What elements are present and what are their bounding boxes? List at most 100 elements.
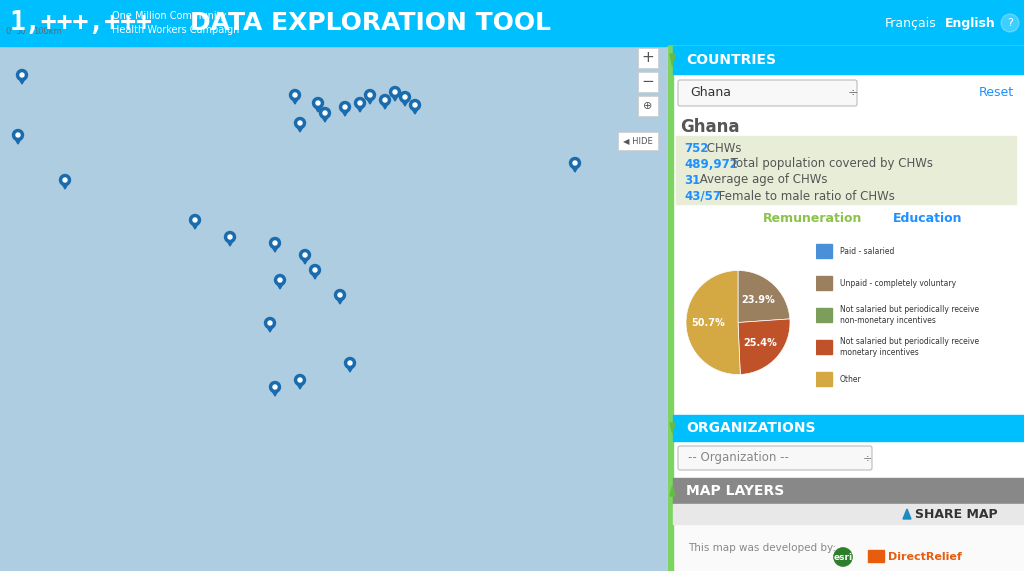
- Polygon shape: [346, 366, 353, 372]
- Text: DATA EXPLORATION TOOL: DATA EXPLORATION TOOL: [189, 11, 551, 35]
- Polygon shape: [401, 100, 409, 106]
- Circle shape: [316, 101, 319, 105]
- Text: +: +: [642, 50, 654, 66]
- Circle shape: [295, 118, 305, 128]
- Circle shape: [228, 235, 232, 239]
- Text: 25.4%: 25.4%: [743, 337, 777, 348]
- Circle shape: [299, 250, 310, 260]
- Circle shape: [295, 375, 305, 385]
- Text: ORGANIZATIONS: ORGANIZATIONS: [686, 421, 815, 435]
- Circle shape: [569, 158, 581, 168]
- Bar: [673, 504, 1024, 524]
- Text: CHWs: CHWs: [702, 142, 741, 155]
- Circle shape: [224, 231, 236, 243]
- Circle shape: [290, 90, 300, 100]
- Circle shape: [16, 133, 20, 137]
- Text: Ghana: Ghana: [680, 118, 739, 136]
- FancyBboxPatch shape: [678, 446, 872, 470]
- Circle shape: [413, 103, 417, 107]
- Text: 50.7%: 50.7%: [691, 318, 725, 328]
- Circle shape: [312, 98, 324, 108]
- Circle shape: [1001, 14, 1019, 32]
- Text: COUNTRIES: COUNTRIES: [686, 53, 776, 67]
- Bar: [868, 550, 884, 562]
- Polygon shape: [382, 103, 388, 109]
- Polygon shape: [61, 183, 69, 189]
- Text: DirectRelief: DirectRelief: [888, 552, 962, 562]
- Polygon shape: [276, 283, 284, 289]
- Text: This map was developed by:: This map was developed by:: [688, 543, 836, 553]
- Wedge shape: [738, 271, 790, 323]
- Polygon shape: [191, 223, 199, 229]
- Polygon shape: [571, 166, 579, 172]
- Circle shape: [368, 93, 372, 97]
- Circle shape: [383, 98, 387, 102]
- Bar: [668, 46, 673, 571]
- Text: 0: 0: [5, 27, 10, 36]
- Bar: [638, 48, 658, 68]
- Text: SHARE MAP: SHARE MAP: [915, 508, 997, 521]
- Bar: [816, 372, 833, 386]
- Circle shape: [269, 381, 281, 392]
- Polygon shape: [14, 138, 22, 144]
- Circle shape: [16, 70, 28, 81]
- Bar: [673, 46, 1024, 74]
- Bar: [816, 244, 833, 258]
- Text: Français: Français: [885, 17, 937, 30]
- Bar: [22, 18, 34, 24]
- Circle shape: [399, 91, 411, 103]
- Bar: [673, 524, 1024, 571]
- Text: Not salaried but periodically receive
monetary incentives: Not salaried but periodically receive mo…: [840, 337, 979, 357]
- Polygon shape: [18, 78, 26, 84]
- Text: 489,972: 489,972: [684, 158, 738, 171]
- Circle shape: [313, 268, 317, 272]
- Bar: [47, 18, 60, 24]
- Circle shape: [268, 321, 272, 325]
- Circle shape: [338, 293, 342, 297]
- Polygon shape: [670, 423, 675, 433]
- Circle shape: [365, 90, 376, 100]
- Text: -- Organization --: -- Organization --: [688, 452, 788, 464]
- Text: Other: Other: [840, 375, 862, 384]
- Circle shape: [273, 385, 278, 389]
- Circle shape: [348, 361, 352, 365]
- Circle shape: [573, 161, 577, 165]
- Text: English: English: [945, 17, 995, 30]
- Text: One Million Community: One Million Community: [112, 11, 226, 21]
- Text: Paid - salaried: Paid - salaried: [840, 247, 895, 255]
- Bar: [673, 478, 1024, 504]
- Text: 31: 31: [684, 174, 700, 187]
- Polygon shape: [271, 246, 279, 252]
- Circle shape: [403, 95, 407, 99]
- Bar: [638, 72, 658, 92]
- Bar: [0, 0, 1024, 46]
- Bar: [816, 340, 833, 354]
- Circle shape: [193, 218, 197, 222]
- Bar: [816, 276, 833, 290]
- Circle shape: [389, 86, 400, 98]
- Polygon shape: [391, 95, 398, 101]
- Text: 752: 752: [684, 142, 709, 155]
- Circle shape: [274, 275, 286, 286]
- Bar: [34, 18, 47, 24]
- Circle shape: [303, 253, 307, 257]
- Polygon shape: [297, 383, 303, 389]
- Text: Unpaid - completely voluntary: Unpaid - completely voluntary: [840, 279, 956, 288]
- Circle shape: [63, 178, 67, 182]
- Text: Average age of CHWs: Average age of CHWs: [696, 174, 827, 187]
- Circle shape: [343, 105, 347, 109]
- Text: Health Workers Campaign: Health Workers Campaign: [112, 25, 240, 35]
- Text: ÷: ÷: [848, 86, 859, 99]
- Text: ◀ HIDE: ◀ HIDE: [624, 136, 653, 146]
- Circle shape: [380, 94, 390, 106]
- Polygon shape: [337, 298, 343, 304]
- Wedge shape: [686, 271, 740, 375]
- Text: Not salaried but periodically receive
non-monetary incentives: Not salaried but periodically receive no…: [840, 305, 979, 325]
- Polygon shape: [341, 110, 348, 116]
- Circle shape: [59, 175, 71, 186]
- Text: Total population covered by CHWs: Total population covered by CHWs: [727, 158, 934, 171]
- Text: 23.9%: 23.9%: [741, 295, 775, 305]
- Circle shape: [323, 111, 327, 115]
- Bar: [676, 136, 1016, 204]
- Text: MAP LAYERS: MAP LAYERS: [686, 484, 784, 498]
